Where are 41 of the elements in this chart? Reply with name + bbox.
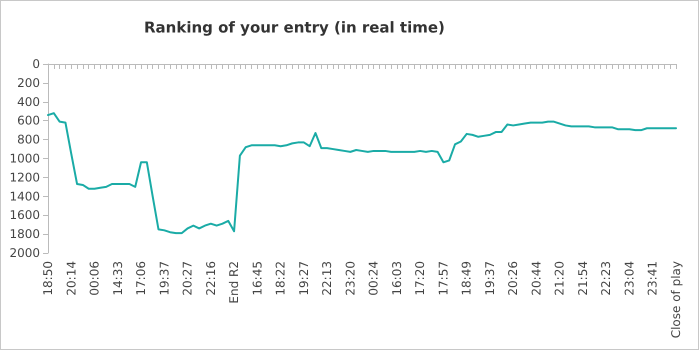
x-tick-label: 23:04: [622, 261, 636, 296]
x-tick-label: 22:13: [320, 261, 334, 296]
x-tick-label: 22:16: [204, 261, 218, 296]
x-tick-label: 17:57: [436, 261, 450, 296]
x-tick-label: 16:03: [390, 261, 404, 296]
x-tick-label: 14:33: [110, 261, 125, 296]
x-tick-label: 18:50: [41, 261, 55, 296]
x-tick-label: 20:26: [506, 261, 520, 296]
x-tick-label: 20:14: [64, 261, 78, 296]
x-tick-label: 19:37: [157, 261, 172, 296]
y-tick-label: 1400: [9, 189, 40, 204]
x-tick-label: 00:24: [366, 261, 381, 296]
y-tick-label: 800: [17, 132, 40, 147]
x-tick-label: 19:27: [296, 261, 311, 296]
x-tick-label: 17:06: [134, 261, 148, 296]
x-tick-label: 16:45: [250, 261, 264, 296]
y-tick-label: 1800: [9, 227, 40, 242]
y-tick-label: 600: [17, 114, 40, 128]
y-tick-label: 2000: [9, 246, 40, 260]
x-tick-label: 23:20: [343, 261, 358, 296]
y-tick-label: 200: [17, 76, 40, 90]
x-tick-label: 00:06: [88, 261, 102, 296]
y-tick-label: 0: [32, 57, 40, 71]
x-tick-label: 19:37: [482, 261, 497, 296]
x-tick-label: 23:41: [646, 261, 660, 296]
x-tick-label: 22:23: [599, 261, 614, 296]
y-tick-label: 1600: [9, 208, 40, 222]
x-tick-label: 21:54: [576, 261, 590, 296]
x-tick-label: 20:27: [180, 261, 195, 296]
x-tick-label: 20:44: [529, 261, 544, 296]
line-series: [47, 112, 677, 234]
x-tick-label: Close of play: [669, 261, 683, 338]
x-tick-label: 18:22: [274, 261, 288, 296]
x-tick-label: 18:49: [460, 261, 474, 296]
y-tick-label: 400: [17, 94, 40, 109]
x-tick-label: End R2: [227, 261, 242, 304]
y-tick-label: 1200: [9, 170, 40, 184]
x-tick-label: 21:20: [552, 261, 567, 296]
y-tick-label: 1000: [9, 152, 40, 166]
x-tick-label: 17:20: [413, 261, 428, 296]
chart-title: Ranking of your entry (in real time): [144, 18, 445, 36]
